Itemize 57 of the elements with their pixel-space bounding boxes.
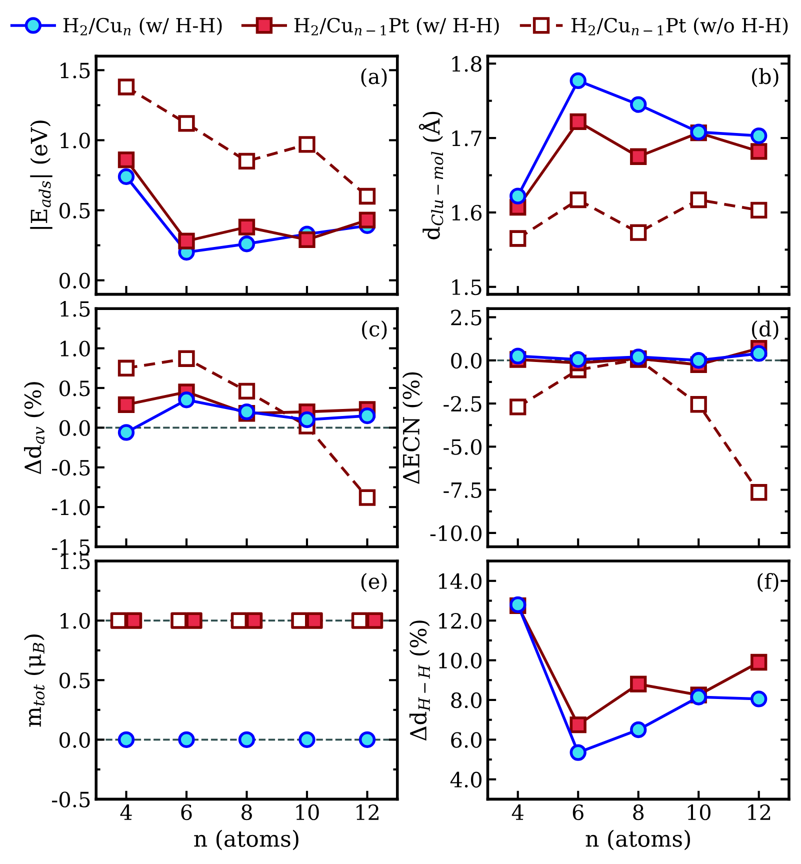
y-tick-label: -2.5 xyxy=(444,396,482,412)
x-tick-label: 6 xyxy=(181,804,192,820)
y-tick-label: -5.0 xyxy=(444,439,482,455)
y-tick-label: 1.5 xyxy=(60,62,90,78)
y-tick-label: 0.5 xyxy=(60,672,90,688)
legend-label: H$_{2}$/Cu$_{n−1}$Pt (w/o H-H) xyxy=(572,17,788,36)
annotation: (d) xyxy=(752,320,778,340)
y-tick-label: 12.0 xyxy=(439,613,482,629)
y-tick-label: -1.0 xyxy=(52,500,90,516)
annotation: (b) xyxy=(752,68,778,88)
x-tick-label: 4 xyxy=(120,804,132,820)
y-tick-label: 14.0 xyxy=(439,573,482,590)
annotation: (f) xyxy=(758,572,778,592)
y-tick-label: 10.0 xyxy=(439,652,482,668)
y-axis-title: m$_{tot}$ (μ$_{B}$) xyxy=(24,634,46,727)
x-tick-label: 6 xyxy=(572,804,584,820)
y-tick-label: 1.7 xyxy=(452,130,482,146)
x-tick-label: 12 xyxy=(748,804,770,820)
y-tick-label: 0.5 xyxy=(60,380,90,396)
y-axis-title: d$_{Clu−mol}$ (Å) xyxy=(418,112,444,240)
legend-label: H$_{2}$/Cu$_{n−1}$Pt (w/ H-H) xyxy=(294,17,499,36)
y-tick-label: 0.0 xyxy=(60,420,90,436)
y-tick-label: 6.0 xyxy=(451,732,482,748)
x-tick-label: 12 xyxy=(356,804,378,820)
x-tick-label: 10 xyxy=(296,804,319,820)
legend-label: H$_{2}$/Cu$_{n}$ (w/ H-H) xyxy=(63,17,222,36)
y-tick-label: 0.0 xyxy=(60,272,90,289)
y-tick-label: 1.0 xyxy=(60,613,90,629)
y-tick-label: 2.5 xyxy=(451,310,482,326)
y-axis-title: Δd$_{H−H}$ (%) xyxy=(409,620,430,741)
y-tick-label: 1.5 xyxy=(60,301,90,317)
y-tick-label: 1.0 xyxy=(60,340,90,357)
y-tick-label: 1.5 xyxy=(452,279,482,296)
x-axis-title: n (atoms) xyxy=(586,830,690,850)
y-tick-label: -0.5 xyxy=(52,792,90,808)
x-tick-label: 4 xyxy=(512,804,524,820)
annotation: (a) xyxy=(361,68,387,88)
annotation: (e) xyxy=(361,572,387,592)
y-tick-label: 1.0 xyxy=(60,132,90,148)
y-tick-label: 0.5 xyxy=(60,202,90,218)
y-tick-label: -10.0 xyxy=(430,525,482,542)
x-axis-title: n (atoms) xyxy=(194,830,298,850)
y-tick-label: 4.0 xyxy=(450,772,482,788)
y-tick-label: 1.6 xyxy=(452,204,482,221)
x-tick-label: 8 xyxy=(242,804,252,820)
y-tick-label: 0.0 xyxy=(451,352,482,369)
x-tick-label: 8 xyxy=(633,804,644,820)
y-tick-label: 8.0 xyxy=(451,692,482,708)
y-tick-label: 1.8 xyxy=(452,56,482,72)
y-axis-title: |E$_{ads}$| (eV) xyxy=(30,120,52,229)
y-tick-label: -0.5 xyxy=(52,460,90,476)
x-tick-label: 10 xyxy=(688,804,710,820)
y-axis-title: ΔECN (%) xyxy=(402,372,423,484)
y-axis-title: Δd$_{av}$ (%) xyxy=(24,382,45,474)
y-tick-label: 0.0 xyxy=(60,732,90,748)
y-tick-label: -7.5 xyxy=(444,482,482,498)
annotation: (c) xyxy=(362,320,387,340)
